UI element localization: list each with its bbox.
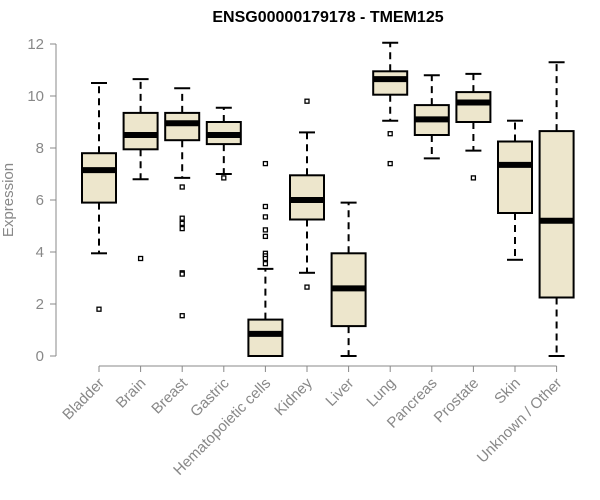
x-tick-label: Prostate	[431, 375, 483, 427]
outlier-point	[262, 203, 269, 210]
box-group	[372, 41, 409, 167]
boxes	[81, 41, 575, 358]
outlier-point	[262, 214, 269, 220]
y-axis-label: Expression	[0, 163, 17, 237]
chart-title: ENSG00000179178 - TMEM125	[212, 9, 443, 26]
iqr-box	[164, 111, 201, 142]
box-group	[330, 201, 367, 357]
y-tick-label: 8	[36, 140, 44, 157]
iqr-box	[455, 91, 492, 123]
outlier-point	[304, 98, 310, 104]
box-group	[122, 78, 159, 262]
outlier-point	[221, 175, 227, 181]
box-group	[497, 119, 533, 261]
outlier-point	[179, 313, 185, 319]
outlier-point	[304, 284, 310, 290]
x-tick-label: Lung	[363, 375, 399, 411]
x-tick-label: Liver	[322, 375, 357, 410]
y-tick-label: 4	[36, 244, 44, 261]
outlier-point	[387, 131, 393, 137]
x-tick-label: Brain	[113, 375, 150, 412]
box-group	[81, 82, 117, 312]
outlier-point	[262, 160, 269, 167]
outlier-point	[179, 215, 185, 221]
outlier-point	[470, 175, 477, 181]
x-tick-label: Bladder	[59, 375, 108, 424]
iqr-box	[247, 318, 284, 358]
box-group	[164, 87, 201, 319]
outlier-point	[179, 184, 185, 190]
outlier-point	[262, 227, 269, 233]
iqr-box	[372, 70, 409, 96]
y-tick-label: 6	[36, 192, 44, 209]
outlier-point	[179, 271, 185, 277]
outlier-point	[179, 225, 185, 232]
box-group	[455, 72, 492, 181]
box-group	[205, 106, 242, 181]
y-tick-label: 12	[27, 36, 44, 53]
outlier-point	[262, 261, 269, 267]
iqr-box	[81, 152, 117, 204]
outlier-point	[179, 220, 185, 227]
y-tick-label: 2	[36, 296, 44, 313]
iqr-box	[538, 130, 575, 299]
y-tick-label: 10	[27, 88, 44, 105]
box-group	[413, 74, 450, 160]
outlier-point	[137, 255, 144, 262]
iqr-box	[122, 111, 159, 151]
x-tick-label: Kidney	[271, 374, 316, 419]
outlier-point	[262, 255, 269, 262]
outlier-point	[387, 160, 393, 167]
x-tick-label: Breast	[148, 374, 191, 417]
y-tick-label: 0	[36, 348, 44, 365]
outlier-point	[262, 233, 269, 240]
box-group	[538, 61, 575, 357]
box-group	[247, 160, 284, 358]
x-tick-label: Skin	[491, 375, 524, 408]
y-axis: 0 2 4 6 8 10 12	[27, 36, 57, 365]
iqr-box	[497, 140, 533, 214]
box-group	[289, 98, 325, 290]
outlier-point	[96, 306, 102, 312]
